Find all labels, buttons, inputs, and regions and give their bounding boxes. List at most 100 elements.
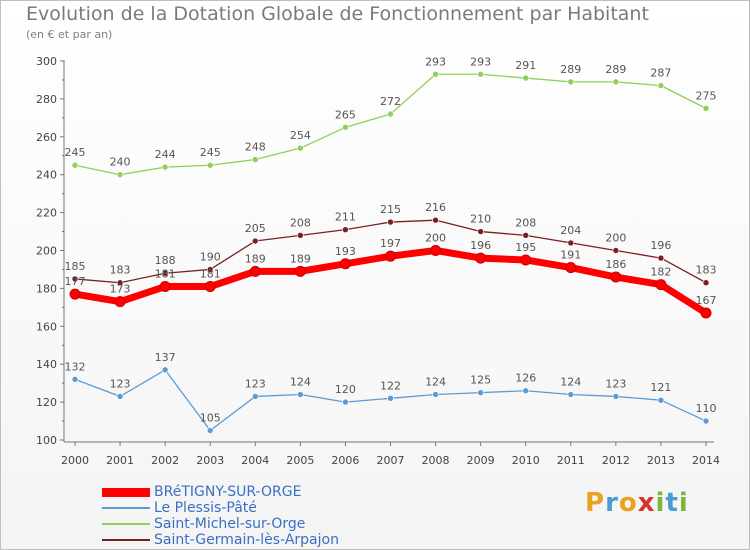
data-point bbox=[522, 74, 530, 82]
data-label: 272 bbox=[380, 95, 401, 108]
x-tick-label: 2004 bbox=[241, 454, 269, 467]
data-label: 123 bbox=[110, 377, 131, 390]
logo-letter: r bbox=[605, 488, 619, 518]
data-point bbox=[116, 393, 124, 400]
data-point bbox=[251, 237, 259, 245]
data-label: 183 bbox=[696, 264, 717, 277]
data-point bbox=[342, 226, 349, 233]
chart-title: Evolution de la Dotation Globale de Fonc… bbox=[26, 3, 649, 25]
data-label: 211 bbox=[335, 211, 356, 224]
data-point bbox=[297, 232, 304, 239]
proxiti-logo: Proxiti bbox=[585, 488, 689, 518]
data-point bbox=[71, 376, 79, 383]
data-label: 244 bbox=[155, 148, 176, 161]
data-point bbox=[294, 265, 306, 277]
data-point bbox=[565, 262, 577, 274]
data-label: 193 bbox=[335, 245, 356, 258]
x-tick-label: 2007 bbox=[377, 454, 405, 467]
data-label: 182 bbox=[650, 266, 671, 279]
data-label: 289 bbox=[605, 63, 626, 76]
x-tick-label: 2001 bbox=[106, 454, 134, 467]
data-label: 293 bbox=[470, 55, 491, 68]
data-label: 123 bbox=[605, 377, 626, 390]
x-tick-label: 2013 bbox=[647, 454, 675, 467]
data-point bbox=[206, 266, 214, 273]
data-label: 137 bbox=[155, 351, 176, 364]
y-tick-label: 140 bbox=[36, 358, 57, 371]
data-label: 188 bbox=[155, 254, 176, 267]
data-point bbox=[430, 245, 442, 256]
data-label: 200 bbox=[605, 232, 626, 245]
data-point bbox=[657, 254, 665, 262]
data-label: 124 bbox=[290, 376, 311, 389]
data-point bbox=[432, 70, 439, 78]
data-label: 289 bbox=[560, 63, 581, 76]
data-label: 215 bbox=[380, 203, 401, 216]
data-point bbox=[71, 275, 79, 283]
y-tick-label: 260 bbox=[36, 131, 57, 144]
x-tick-label: 2005 bbox=[286, 454, 314, 467]
data-label: 121 bbox=[650, 381, 671, 394]
data-label: 124 bbox=[560, 376, 581, 389]
data-label: 189 bbox=[290, 252, 311, 265]
x-tick-label: 2008 bbox=[422, 454, 450, 467]
data-point bbox=[385, 250, 396, 262]
legend-swatch bbox=[102, 523, 150, 525]
data-point bbox=[700, 307, 712, 319]
data-label: 245 bbox=[65, 146, 86, 159]
data-label: 196 bbox=[470, 239, 491, 252]
data-label: 183 bbox=[110, 264, 131, 277]
data-label: 186 bbox=[605, 258, 626, 271]
data-point bbox=[655, 279, 667, 291]
data-label: 200 bbox=[425, 232, 446, 245]
logo-letter: i bbox=[655, 488, 666, 518]
data-label: 173 bbox=[110, 283, 131, 296]
data-point bbox=[114, 296, 126, 308]
data-label: 177 bbox=[65, 275, 86, 288]
data-point bbox=[475, 252, 487, 264]
legend-label: BRéTIGNY-SUR-ORGE bbox=[154, 484, 302, 500]
y-tick-label: 280 bbox=[36, 93, 57, 106]
data-label: 167 bbox=[696, 294, 717, 307]
data-point bbox=[297, 144, 304, 152]
data-point bbox=[249, 265, 261, 277]
data-label: 265 bbox=[335, 108, 356, 121]
data-point bbox=[206, 161, 214, 169]
data-point bbox=[116, 279, 124, 287]
data-point bbox=[159, 281, 171, 293]
data-label: 122 bbox=[380, 379, 401, 392]
data-label: 181 bbox=[155, 268, 176, 281]
data-label: 240 bbox=[110, 156, 131, 169]
data-point bbox=[339, 258, 351, 270]
data-label: 124 bbox=[425, 376, 446, 389]
data-point bbox=[161, 366, 169, 374]
legend-swatch bbox=[102, 507, 150, 509]
logo-letter: x bbox=[637, 488, 656, 518]
data-point bbox=[342, 124, 349, 131]
data-label: 208 bbox=[290, 216, 311, 229]
y-tick-label: 240 bbox=[36, 169, 57, 182]
data-label: 190 bbox=[200, 250, 221, 263]
data-point bbox=[567, 391, 575, 398]
logo-letter: P bbox=[585, 488, 606, 518]
data-label: 132 bbox=[65, 360, 86, 373]
data-point bbox=[702, 105, 710, 112]
data-point bbox=[432, 216, 439, 224]
data-label: 120 bbox=[335, 383, 356, 396]
x-tick-label: 2003 bbox=[196, 454, 224, 467]
data-point bbox=[204, 281, 216, 293]
x-tick-label: 2006 bbox=[331, 454, 359, 467]
data-label: 216 bbox=[425, 201, 446, 214]
data-label: 248 bbox=[245, 141, 266, 154]
y-tick-label: 200 bbox=[36, 245, 57, 258]
data-label: 293 bbox=[425, 55, 446, 68]
data-label: 105 bbox=[200, 412, 221, 425]
data-point bbox=[657, 82, 665, 89]
data-label: 196 bbox=[650, 239, 671, 252]
legend-label: Saint-Germain-lès-Arpajon bbox=[154, 532, 339, 548]
data-label: 181 bbox=[200, 268, 221, 281]
x-tick-label: 2014 bbox=[692, 454, 720, 467]
data-label: 191 bbox=[560, 249, 581, 262]
y-tick-label: 300 bbox=[36, 55, 57, 68]
